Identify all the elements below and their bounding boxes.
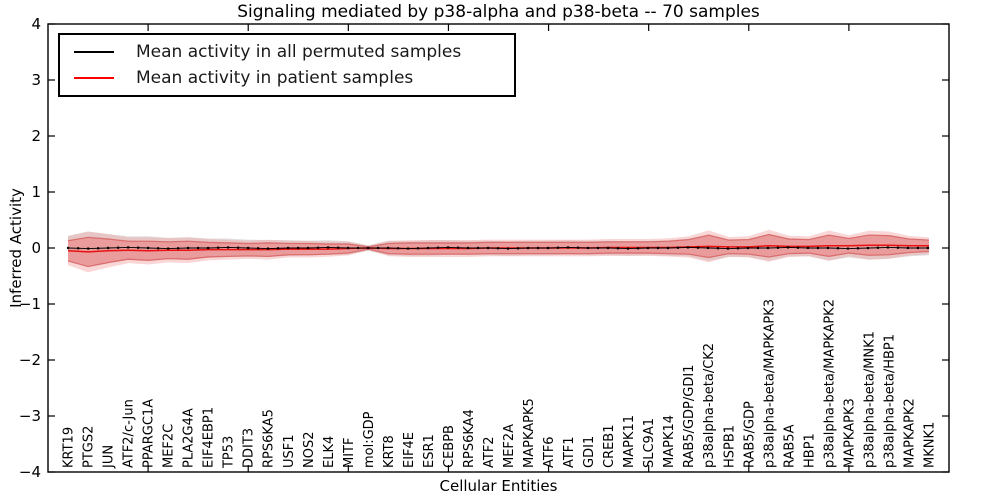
y-tick-label: 1 [31,183,41,201]
x-category-label: MAPKAPK5 [522,398,537,468]
x-category-label: MAPK14 [662,415,677,468]
legend-item-patient: Mean activity in patient samples [60,65,514,91]
legend-label: Mean activity in all permuted samples [136,42,462,62]
x-category-label: USF1 [282,434,297,468]
x-category-label: JUN [102,445,117,469]
y-tick-label: −3 [19,407,41,425]
x-category-label: HBP1 [802,433,817,468]
x-category-label: ESR1 [422,434,437,468]
y-tick-label: 0 [31,239,41,257]
x-category-label: GDI1 [582,436,597,468]
x-category-label: RPS6KA4 [462,409,477,468]
x-category-label: EIF4E [402,432,417,468]
patient-band-upper-edge [67,233,930,248]
x-category-label: MAPKAPK3 [842,398,857,468]
x-category-label: SLC9A1 [642,418,657,468]
legend-item-permuted: Mean activity in all permuted samples [60,39,514,65]
x-category-label: p38alpha-beta/CK2 [702,343,717,468]
x-category-label: MKNK1 [922,422,937,468]
x-category-label: MEF2A [502,424,517,468]
x-category-label: MAPK11 [622,415,637,468]
patient-band-lower-edge [67,248,930,268]
x-category-label: PPARGC1A [142,399,157,468]
x-category-label: TP53 [222,436,237,469]
x-category-label: RAB5A [782,424,797,468]
x-category-label: CEBPB [442,425,457,468]
x-category-label: DDIT3 [242,428,257,468]
x-category-label: ATF2/c-Jun [122,399,137,468]
x-category-label: p38alpha-beta/MAPKAPK3 [762,299,777,468]
patient-line-sample [74,77,114,79]
x-category-label: ATF2 [482,436,497,468]
x-category-label: p38alpha-beta/MAPKAPK2 [822,299,837,468]
x-category-label: KRT19 [62,427,77,468]
y-tick-label: 2 [31,127,41,145]
x-category-label: RAB5/GDP [742,401,757,468]
y-tick-label: −4 [19,463,41,481]
x-category-label: NOS2 [302,432,317,468]
x-category-label: CREB1 [602,424,617,468]
y-axis-label: Inferred Activity [7,188,25,308]
y-tick-label: 3 [31,71,41,89]
x-category-label: p38alpha-beta/MNK1 [862,331,877,468]
y-tick-label: −1 [19,295,41,313]
permuted-line-sample [74,51,114,53]
legend: Mean activity in all permuted samples Me… [58,33,516,97]
x-category-label: ATF6 [542,436,557,468]
x-category-label: MITF [342,438,357,468]
x-category-label: RPS6KA5 [262,409,277,468]
x-category-label: KRT8 [382,435,397,468]
permuted-mean-markers [66,246,931,250]
x-category-label: PTGS2 [82,426,97,468]
x-category-label: ELK4 [322,436,337,468]
x-category-label: ATF1 [562,436,577,468]
patient-band [68,234,929,267]
x-category-label: MEF2C [162,424,177,468]
x-category-label: PLA2G4A [182,408,197,468]
x-category-label: EIF4EBP1 [202,407,217,468]
x-category-label: RAB5/GDP/GDI1 [682,365,697,468]
x-category-label: HSPB1 [722,425,737,468]
x-axis-label: Cellular Entities [439,477,558,495]
legend-label: Mean activity in patient samples [136,68,414,88]
x-category-label: p38alpha-beta/HBP1 [882,334,897,468]
y-tick-label: 4 [31,15,41,33]
chart-title: Signaling mediated by p38-alpha and p38-… [237,2,760,22]
y-tick-label: −2 [19,351,41,369]
x-category-label: MAPKAPK2 [902,398,917,468]
x-category-label: mol:GDP [362,411,377,468]
